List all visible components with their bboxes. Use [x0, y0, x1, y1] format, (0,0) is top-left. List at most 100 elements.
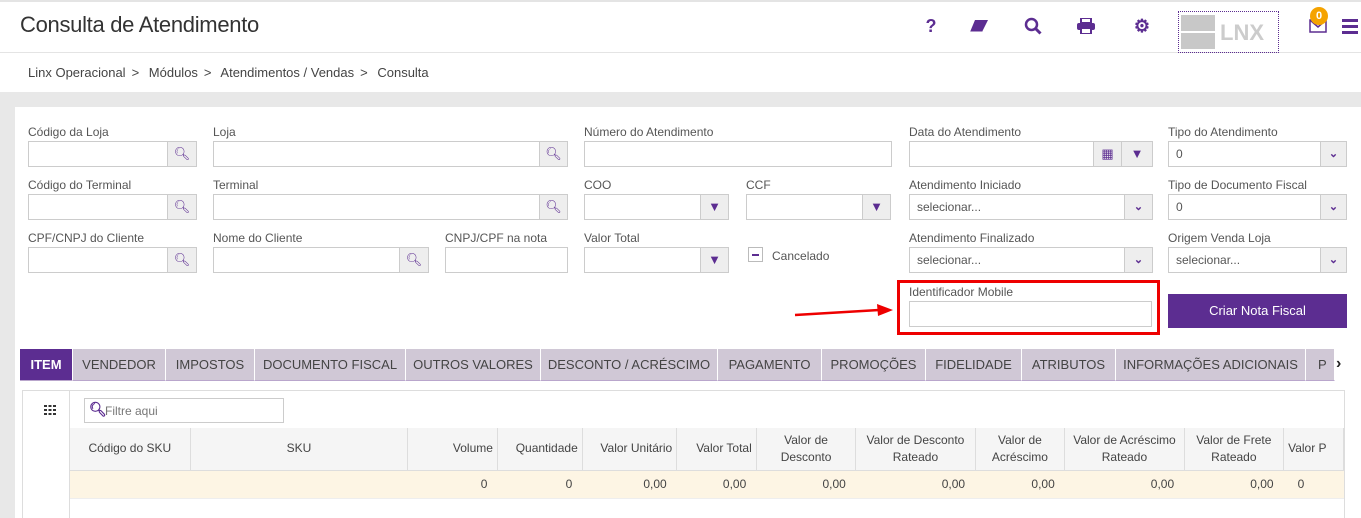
column-header[interactable]: Valor de Frete Rateado — [1184, 428, 1285, 471]
cpf-cliente-label: CPF/CNPJ do Cliente — [28, 231, 145, 245]
breadcrumb-separator: > — [203, 65, 212, 80]
coo-input[interactable] — [584, 194, 701, 220]
origem-venda-label: Origem Venda Loja — [1168, 231, 1271, 245]
column-header[interactable]: Valor de Acréscimo Rateado — [1064, 428, 1185, 471]
column-header[interactable]: Valor de Acréscimo — [975, 428, 1066, 471]
calendar-button[interactable]: ▦ — [1093, 141, 1122, 167]
numero-atendimento-input[interactable] — [584, 141, 892, 167]
table-row[interactable]: 0 0 0,00 0,00 0,00 0,00 0,00 0,00 0,00 0 — [70, 470, 1344, 499]
chevron-down-icon[interactable]: ⌄ — [1320, 194, 1347, 220]
column-header[interactable]: Valor P — [1283, 428, 1344, 471]
codigo-loja-search-button[interactable]: 🔍︎ — [167, 141, 197, 167]
identificador-mobile-label: Identificador Mobile — [909, 285, 1014, 299]
tab-vendedor[interactable]: VENDEDOR — [73, 349, 166, 381]
atendimento-finalizado-select[interactable]: selecionar... — [909, 247, 1125, 273]
loja-search-button[interactable]: 🔍︎ — [539, 141, 568, 167]
tab-item[interactable]: ITEM — [20, 349, 73, 381]
tab-impostos[interactable]: IMPOSTOS — [166, 349, 255, 381]
tab-fidelidade[interactable]: FIDELIDADE — [926, 349, 1022, 381]
chevron-down-icon[interactable]: ⌄ — [1124, 247, 1153, 273]
coo-label: COO — [584, 178, 612, 192]
table-header-row: Código do SKU SKU Volume Quantidade Valo… — [70, 428, 1344, 471]
breadcrumb: Linx Operacional > Módulos > Atendimentos … — [28, 65, 435, 80]
cancelado-checkbox[interactable] — [748, 247, 763, 262]
grid-menu-icon[interactable] — [44, 405, 56, 415]
grid-filter-input[interactable]: 🔍︎ Filtre aqui — [84, 398, 284, 423]
column-header[interactable]: SKU — [190, 428, 409, 471]
codigo-terminal-search-button[interactable]: 🔍︎ — [167, 194, 197, 220]
tipo-atendimento-select[interactable]: 0 — [1168, 141, 1321, 167]
search-icon: 🔍︎ — [173, 199, 191, 214]
chevron-right-icon[interactable]: › — [1336, 355, 1342, 372]
nome-cliente-search-button[interactable]: 🔍︎ — [399, 247, 429, 273]
column-header[interactable]: Volume — [407, 428, 498, 471]
tab-informacoes-adicionais[interactable]: INFORMAÇÕES ADICIONAIS — [1116, 349, 1306, 381]
tab-promocoes[interactable]: PROMOÇÕES — [822, 349, 926, 381]
table-cell — [190, 470, 408, 499]
identificador-mobile-input[interactable] — [909, 301, 1152, 327]
column-header[interactable]: Código do SKU — [70, 428, 191, 471]
terminal-input[interactable] — [213, 194, 540, 220]
numero-atendimento-label: Número do Atendimento — [584, 125, 714, 139]
column-header[interactable]: Quantidade — [497, 428, 583, 471]
breadcrumb-item[interactable]: Atendimentos / Vendas — [220, 65, 355, 80]
lnx-logo: LNX — [1178, 11, 1279, 53]
gear-icon[interactable]: ⚙ — [1133, 16, 1151, 36]
table-cell: 0,00 — [855, 470, 976, 499]
loja-input[interactable] — [213, 141, 540, 167]
breadcrumb-item[interactable]: Linx Operacional — [28, 65, 126, 80]
chevron-down-icon[interactable]: ⌄ — [1320, 141, 1347, 167]
table-cell: 0,00 — [582, 470, 677, 499]
coo-filter-button[interactable]: ▼ — [700, 194, 729, 220]
codigo-terminal-input[interactable] — [28, 194, 168, 220]
table-cell: 0,00 — [1184, 470, 1284, 499]
nome-cliente-input[interactable] — [213, 247, 400, 273]
tab-desconto-acrescimo[interactable]: DESCONTO / ACRÉSCIMO — [541, 349, 718, 381]
cpf-cliente-search-button[interactable]: 🔍︎ — [167, 247, 197, 273]
menu-icon[interactable] — [1342, 19, 1358, 34]
valor-total-input[interactable] — [584, 247, 701, 273]
table-cell: 0,00 — [756, 470, 856, 499]
data-filter-button[interactable]: ▼ — [1121, 141, 1153, 167]
ccf-input[interactable] — [746, 194, 863, 220]
chevron-down-icon[interactable]: ⌄ — [1124, 194, 1153, 220]
criar-nota-fiscal-button[interactable]: Criar Nota Fiscal — [1168, 294, 1347, 328]
search-icon[interactable] — [1021, 14, 1045, 38]
column-header[interactable]: Valor de Desconto — [756, 428, 857, 471]
cancelado-label: Cancelado — [772, 249, 830, 263]
tipo-doc-fiscal-select[interactable]: 0 — [1168, 194, 1321, 220]
column-header[interactable]: Valor de Desconto Rateado — [855, 428, 976, 471]
breadcrumb-separator: > — [360, 65, 368, 80]
atendimento-iniciado-select[interactable]: selecionar... — [909, 194, 1125, 220]
terminal-search-button[interactable]: 🔍︎ — [539, 194, 568, 220]
valor-total-filter-button[interactable]: ▼ — [700, 247, 729, 273]
tab-truncated[interactable]: P — [1306, 349, 1335, 381]
tab-atributos[interactable]: ATRIBUTOS — [1022, 349, 1116, 381]
top-header — [0, 0, 1361, 53]
breadcrumb-item[interactable]: Módulos — [148, 65, 198, 80]
search-icon: 🔍︎ — [545, 199, 562, 214]
help-icon[interactable]: ? — [925, 16, 937, 36]
divider-band — [0, 92, 1361, 107]
tab-documento-fiscal[interactable]: DOCUMENTO FISCAL — [255, 349, 406, 381]
table-cell: 0 — [407, 470, 498, 499]
column-header[interactable]: Valor Total — [676, 428, 757, 471]
ccf-filter-button[interactable]: ▼ — [862, 194, 891, 220]
print-icon[interactable] — [1074, 14, 1098, 38]
origem-venda-select[interactable]: selecionar... — [1168, 247, 1321, 273]
loja-label: Loja — [213, 125, 236, 139]
tab-pagamento[interactable]: PAGAMENTO — [718, 349, 822, 381]
data-atendimento-input[interactable] — [909, 141, 1094, 167]
filter-icon: ▼ — [870, 199, 883, 214]
cnpj-nota-input[interactable] — [445, 247, 568, 273]
codigo-loja-input[interactable] — [28, 141, 168, 167]
chevron-down-icon[interactable]: ⌄ — [1320, 247, 1347, 273]
table-cell: 0 — [497, 470, 583, 499]
column-header[interactable]: Valor Unitário — [582, 428, 678, 471]
calendar-icon: ▦ — [1101, 146, 1114, 161]
cpf-cliente-input[interactable] — [28, 247, 168, 273]
eraser-icon[interactable] — [967, 14, 991, 38]
tipo-atendimento-label: Tipo do Atendimento — [1168, 125, 1278, 139]
tab-outros-valores[interactable]: OUTROS VALORES — [406, 349, 541, 381]
filter-placeholder: Filtre aqui — [105, 404, 158, 418]
